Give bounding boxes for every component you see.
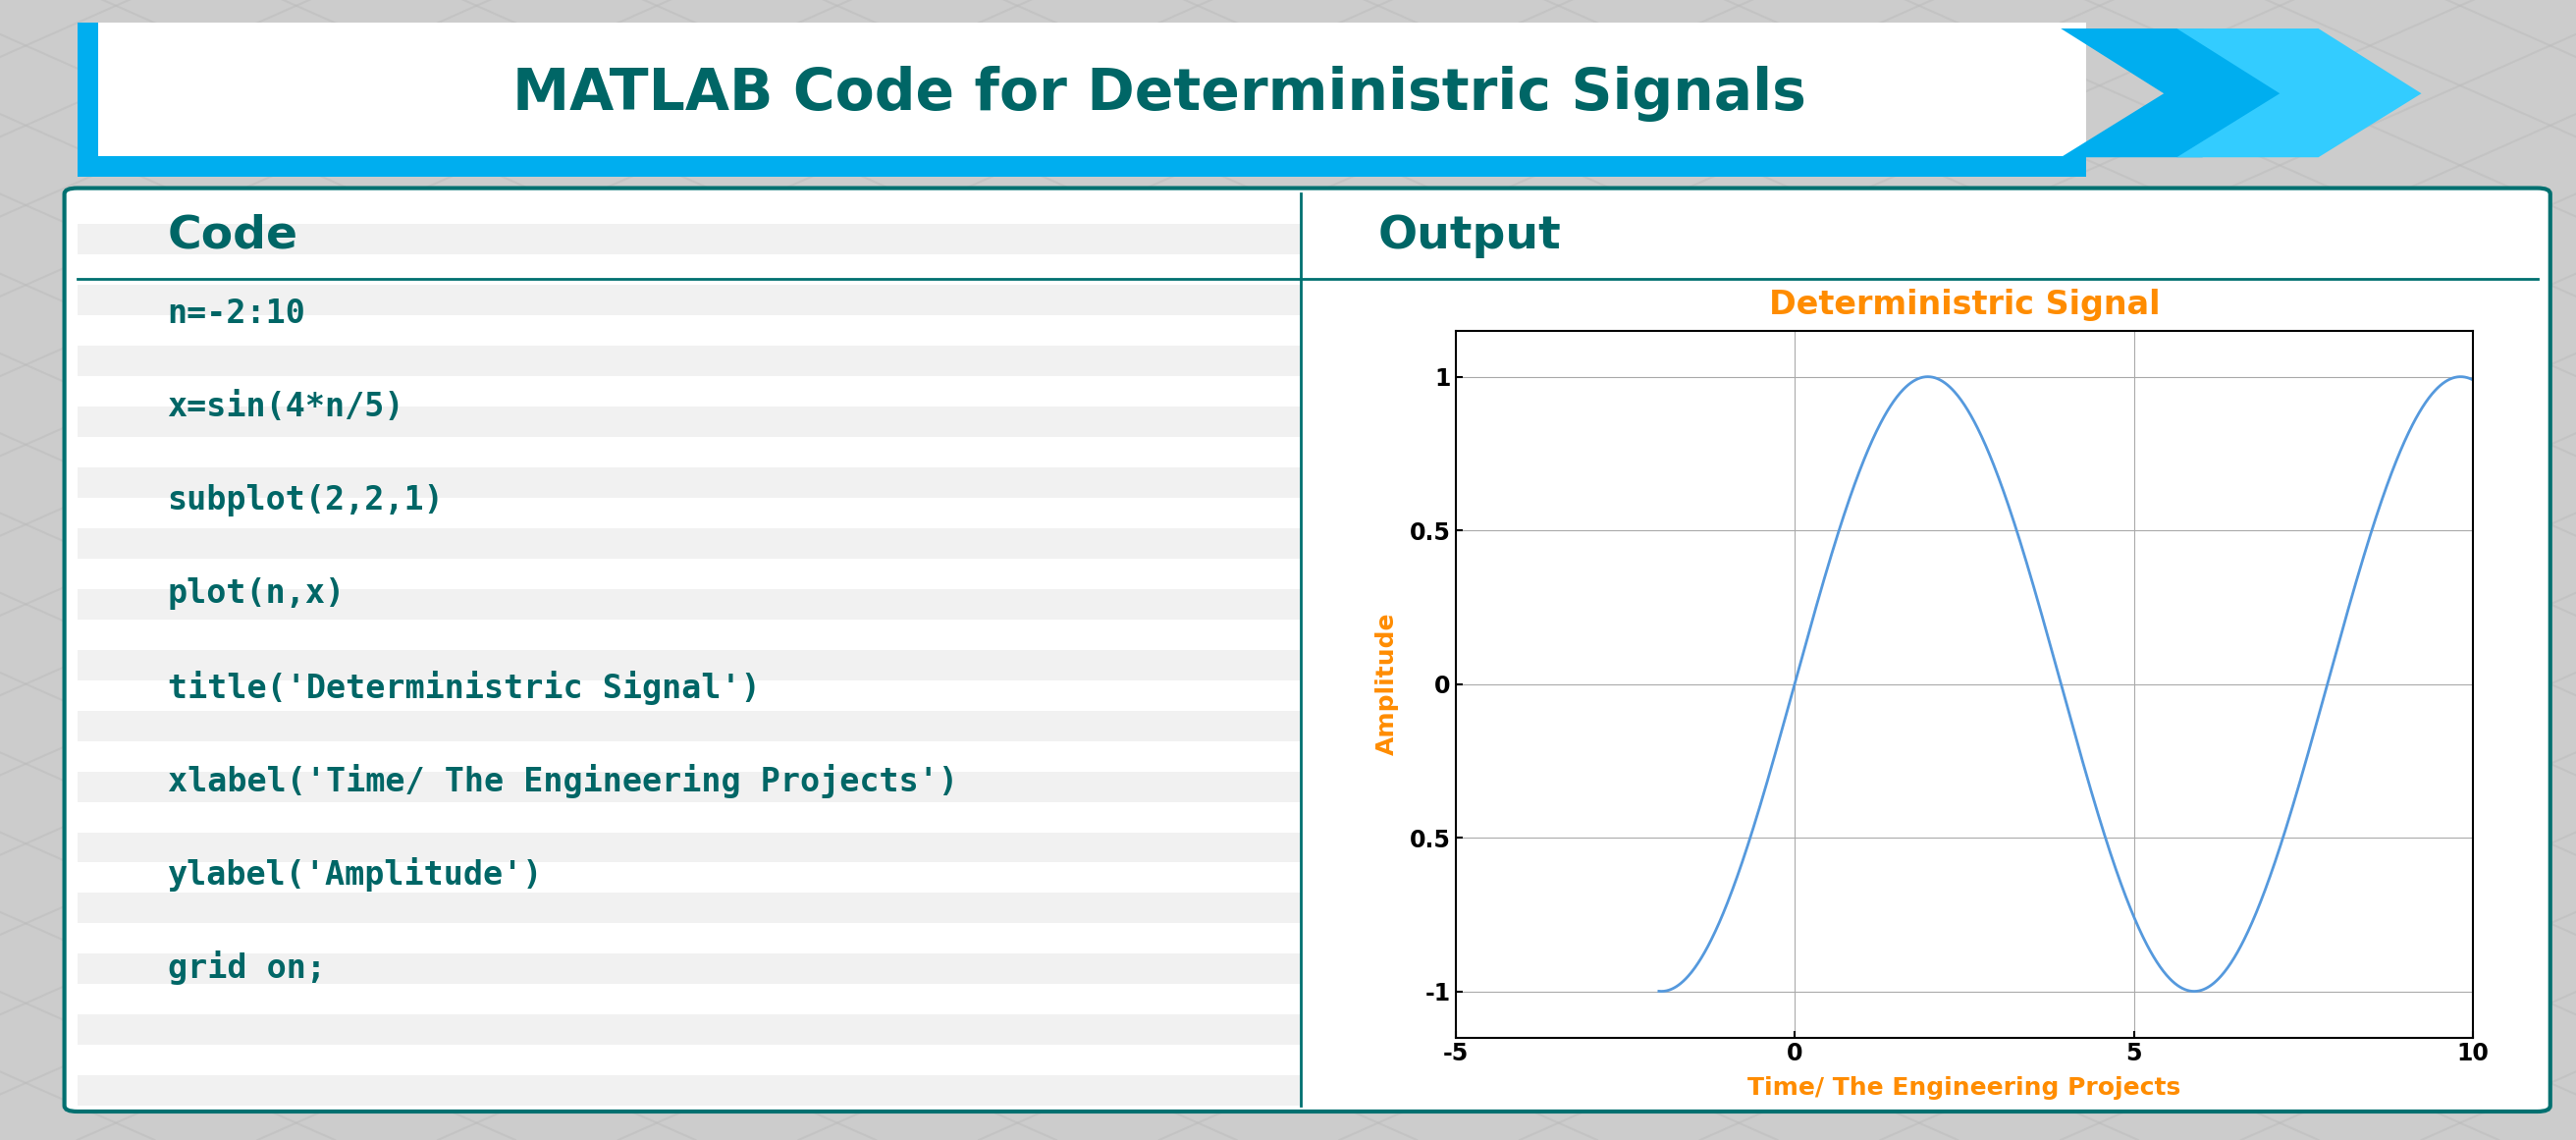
Text: n=-2:10: n=-2:10 xyxy=(167,298,307,329)
Text: ylabel('Amplitude'): ylabel('Amplitude') xyxy=(167,857,544,891)
Bar xyxy=(77,407,1301,437)
Y-axis label: Amplitude: Amplitude xyxy=(1376,612,1399,756)
Title: Deterministric Signal: Deterministric Signal xyxy=(1770,288,2159,321)
FancyBboxPatch shape xyxy=(77,23,2087,177)
Bar xyxy=(77,528,1301,559)
Bar xyxy=(77,345,1301,376)
X-axis label: Time/ The Engineering Projects: Time/ The Engineering Projects xyxy=(1747,1076,2182,1100)
Bar xyxy=(77,1015,1301,1045)
Text: title('Deterministric Signal'): title('Deterministric Signal') xyxy=(167,670,760,705)
Bar xyxy=(77,23,98,177)
Bar xyxy=(77,893,1301,923)
Text: subplot(2,2,1): subplot(2,2,1) xyxy=(167,484,443,516)
Text: MATLAB Code for Deterministric Signals: MATLAB Code for Deterministric Signals xyxy=(513,65,1806,122)
Text: Output: Output xyxy=(1378,214,1561,258)
Bar xyxy=(77,589,1301,619)
Polygon shape xyxy=(2061,29,2306,157)
Bar xyxy=(77,650,1301,681)
Bar xyxy=(77,285,1301,316)
Bar xyxy=(77,1075,1301,1106)
Bar xyxy=(77,156,2087,177)
Bar xyxy=(77,467,1301,498)
FancyBboxPatch shape xyxy=(64,188,2550,1112)
Polygon shape xyxy=(2177,29,2421,157)
Bar xyxy=(77,772,1301,801)
Text: grid on;: grid on; xyxy=(167,951,325,985)
Text: plot(n,x): plot(n,x) xyxy=(167,578,345,610)
Bar xyxy=(77,832,1301,863)
Bar xyxy=(77,710,1301,741)
Text: Code: Code xyxy=(167,214,299,258)
Bar xyxy=(77,225,1301,254)
Text: x=sin(4*n/5): x=sin(4*n/5) xyxy=(167,391,404,423)
Bar xyxy=(77,954,1301,984)
Text: xlabel('Time/ The Engineering Projects'): xlabel('Time/ The Engineering Projects') xyxy=(167,764,958,798)
